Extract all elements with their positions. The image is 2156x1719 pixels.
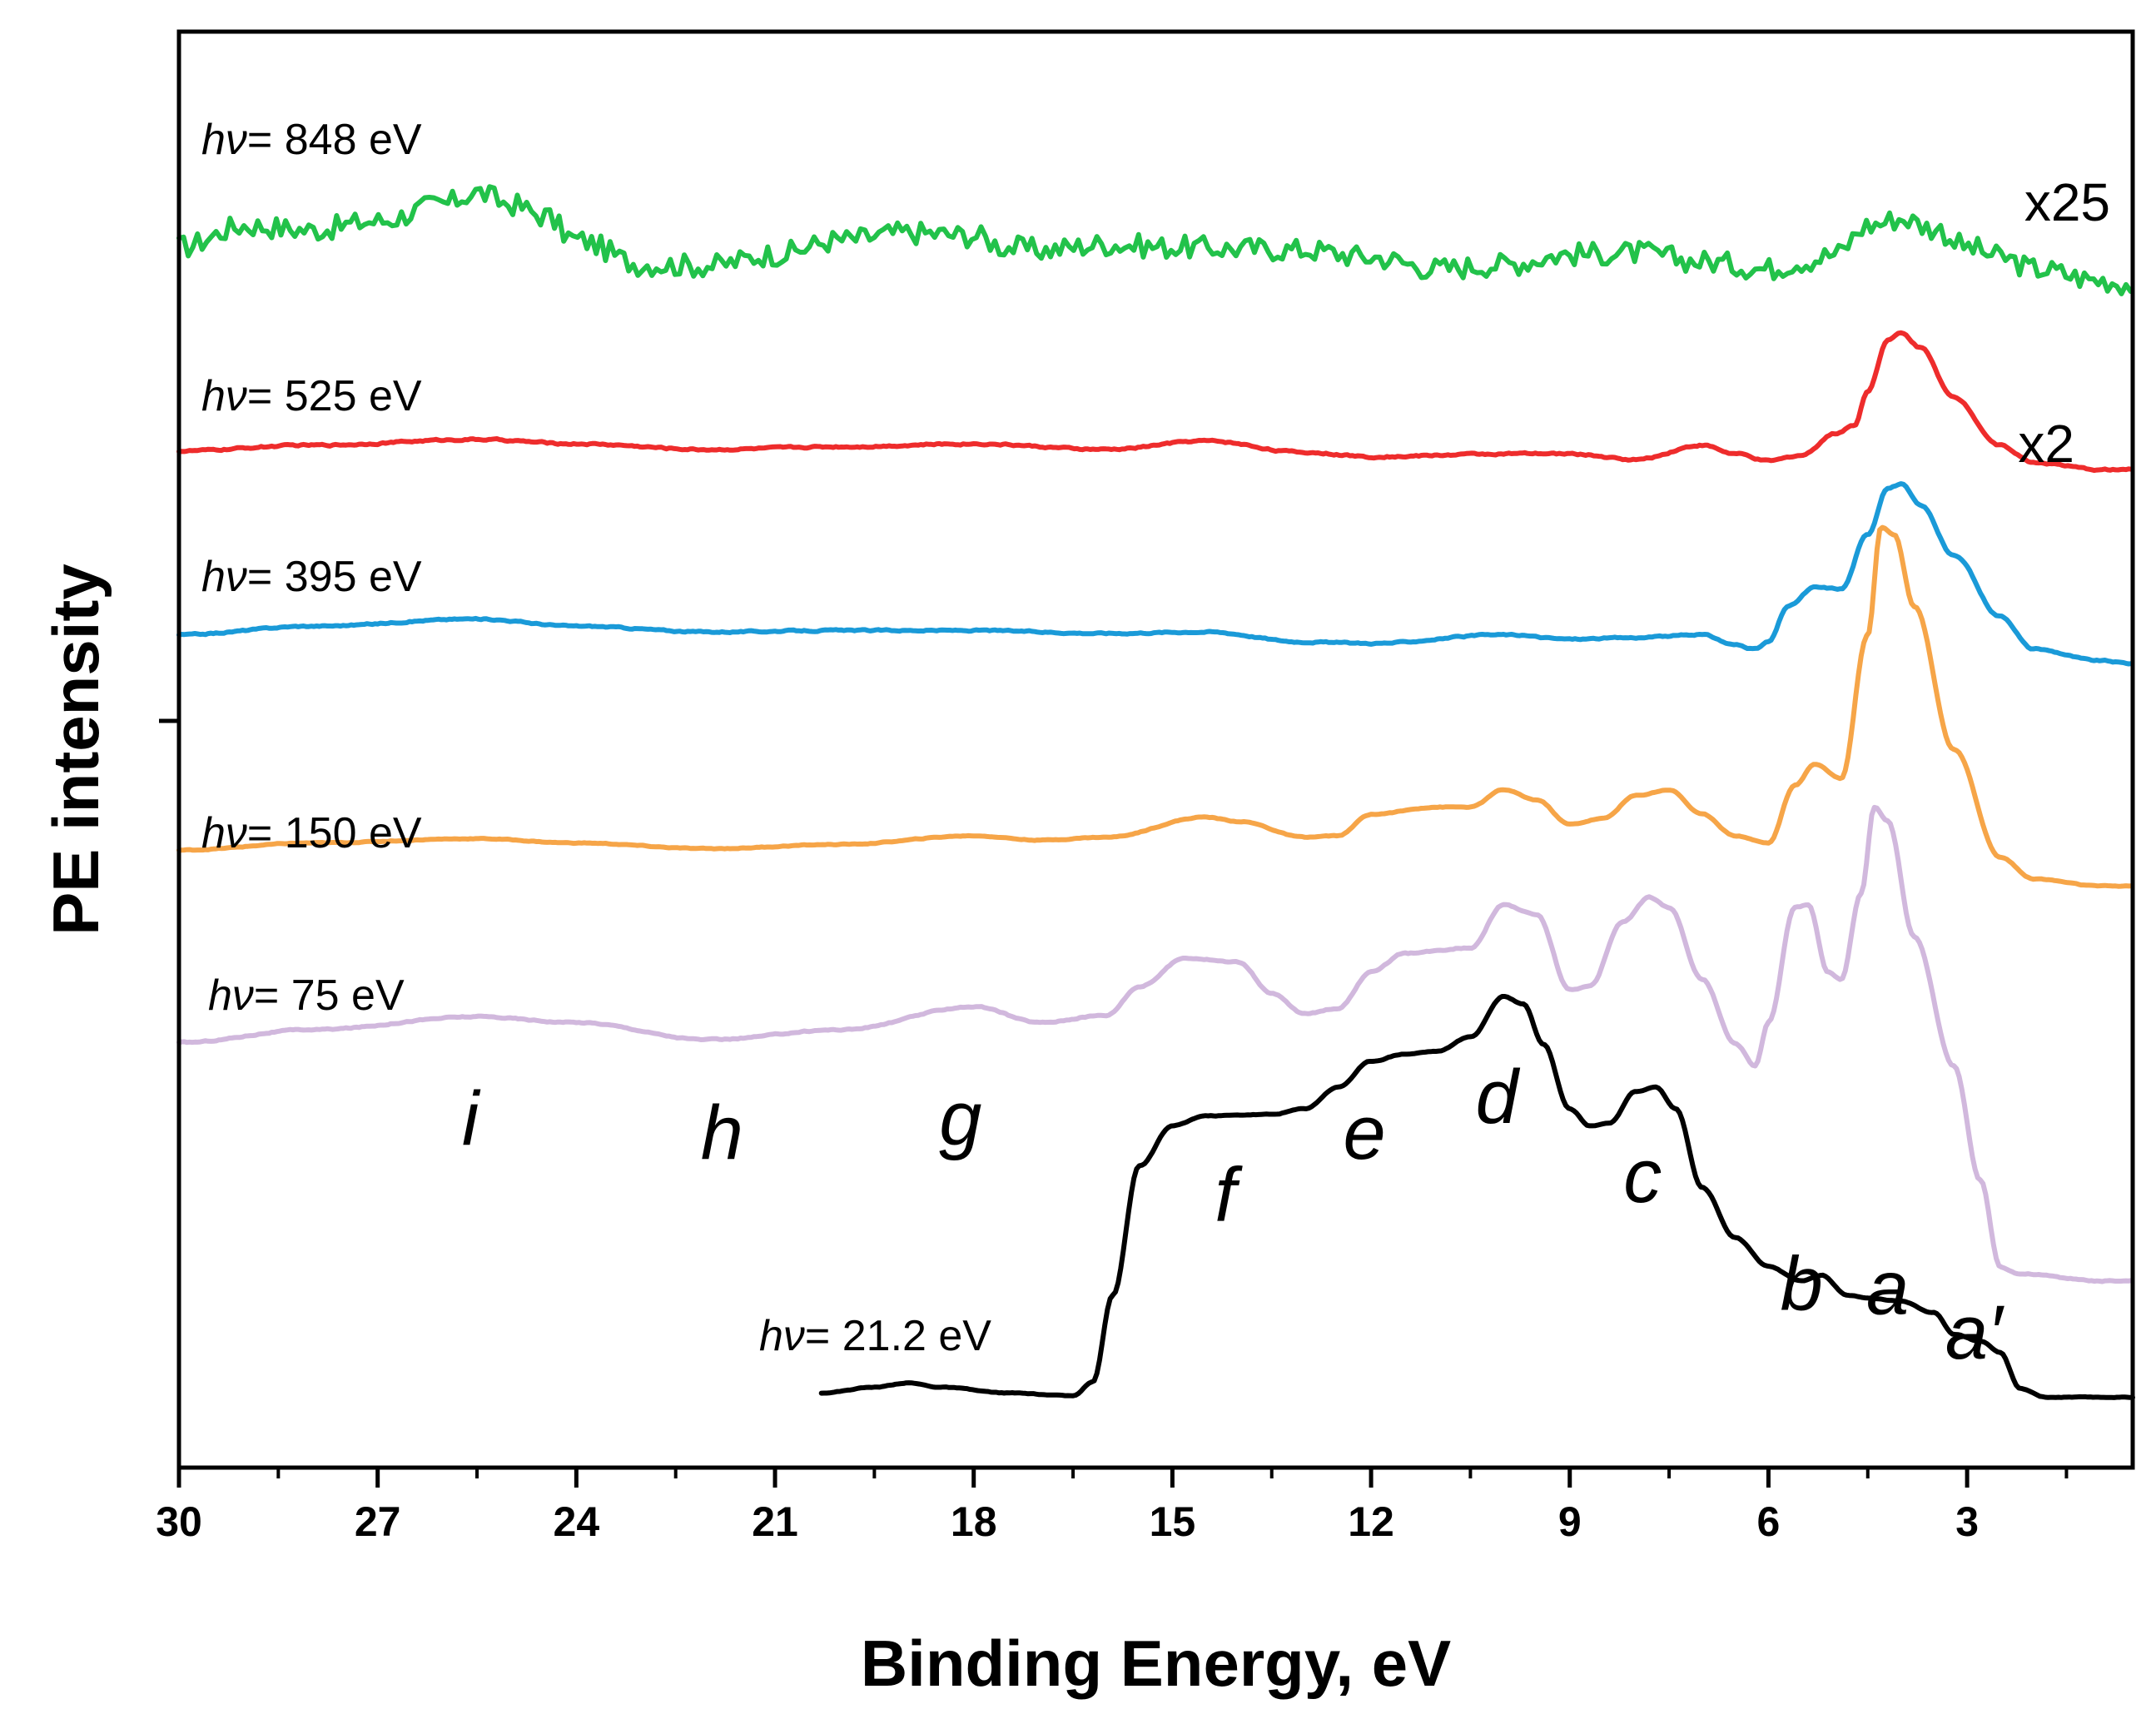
- x-axis: 30 27 24 21 18 15 12 9 6 3: [156, 1468, 2069, 1545]
- peak-label-3: f: [1215, 1152, 1243, 1237]
- curve-label-1: hν= 525 eV: [201, 372, 422, 420]
- x-tick-label: 3: [1955, 1498, 1979, 1545]
- peak-label-2: g: [939, 1076, 981, 1161]
- plot-area: hν= 848 eV hν= 525 eV hν= 395 eV hν= 150 eV…: [176, 116, 2135, 1400]
- x-tick-label: 30: [156, 1498, 202, 1545]
- curve-label-5: hν= 21.2 eV: [759, 1312, 991, 1360]
- curve-label-3: hν= 150 eV: [201, 809, 422, 857]
- peak-label-5: d: [1476, 1055, 1521, 1140]
- spectrum-line-2: [176, 481, 2134, 667]
- x-tick-label: 12: [1348, 1498, 1394, 1545]
- x-tick-label: 15: [1150, 1498, 1196, 1545]
- scale-label-0: x25: [2024, 172, 2110, 232]
- peak-label-1: h: [701, 1091, 743, 1175]
- x-tick-label: 9: [1558, 1498, 1582, 1545]
- curve-label-0: hν= 848 eV: [201, 116, 422, 164]
- peak-label-4: e: [1344, 1091, 1386, 1175]
- spectrum-line-0: [176, 184, 2134, 296]
- curve-label-2: hν= 395 eV: [201, 553, 422, 601]
- curve-label-4: hν= 75 eV: [208, 971, 405, 1020]
- peak-label-8: a: [1866, 1245, 1909, 1330]
- x-tick-label: 24: [554, 1498, 600, 1545]
- x-tick-label: 27: [355, 1498, 401, 1545]
- spectrum-line-4: [176, 804, 2134, 1284]
- y-axis-title: PE intensity: [39, 564, 112, 935]
- spectrum-line-5: [818, 994, 2135, 1400]
- x-tick-label: 21: [752, 1498, 798, 1545]
- peak-label-0: i: [462, 1076, 481, 1161]
- scale-label-1: x2: [2018, 414, 2074, 474]
- peak-label-7: b: [1781, 1241, 1823, 1326]
- spectrum-line-3: [176, 524, 2134, 889]
- peak-label-9: a′: [1945, 1290, 2004, 1375]
- plot-frame: [176, 29, 2135, 1470]
- x-tick-label: 18: [951, 1498, 997, 1545]
- peak-label-6: c: [1623, 1134, 1662, 1219]
- x-axis-title: Binding Energy, eV: [861, 1627, 1451, 1700]
- spectrum-line-1: [176, 330, 2134, 474]
- x-tick-label: 6: [1757, 1498, 1781, 1545]
